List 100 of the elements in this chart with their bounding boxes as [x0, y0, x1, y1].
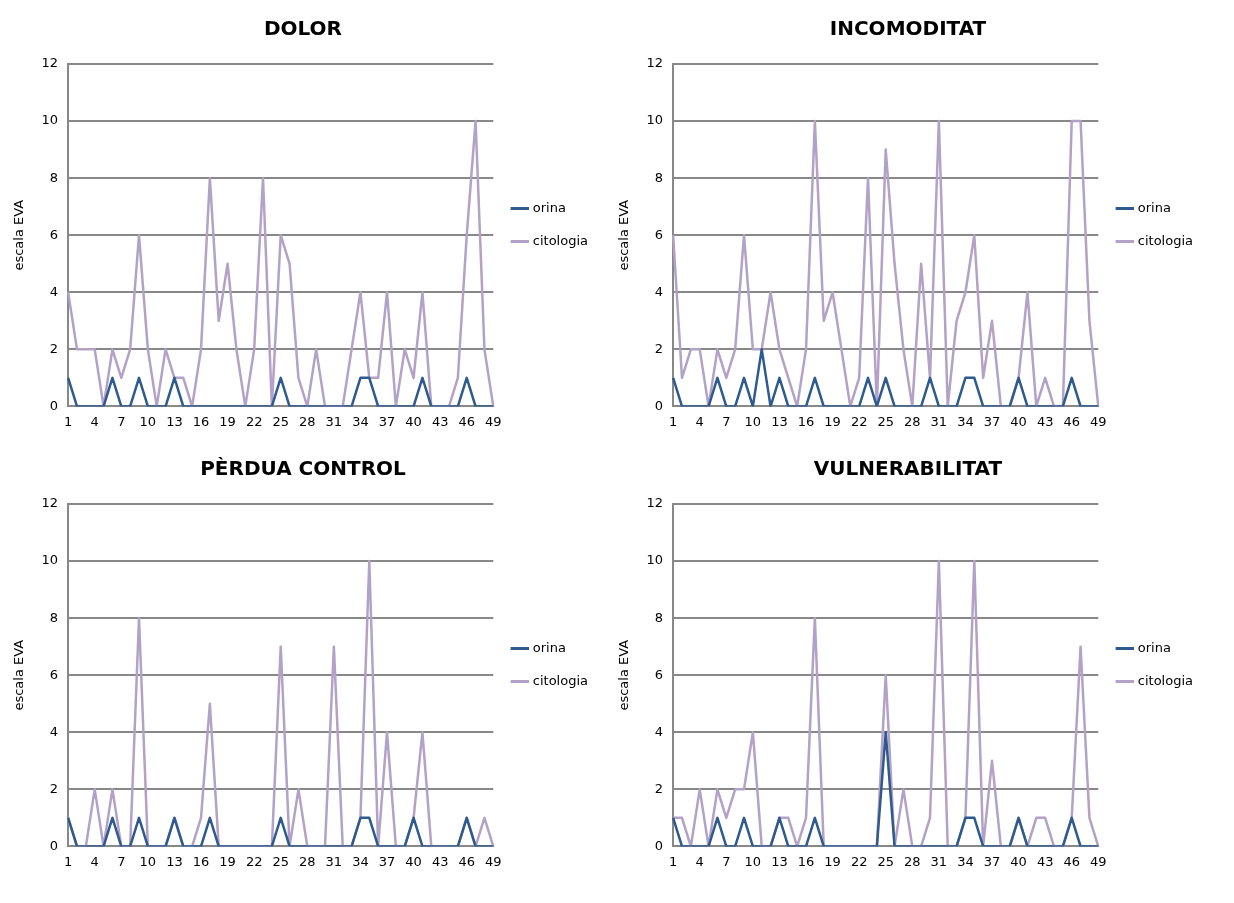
x-tick-label: 46 — [458, 853, 475, 869]
x-tick-label: 16 — [797, 413, 815, 429]
x-tick-label: 28 — [904, 853, 921, 869]
x-tick-label: 25 — [272, 413, 289, 429]
x-tick-label: 31 — [930, 853, 948, 869]
x-tick-label: 19 — [219, 853, 236, 869]
y-tick-label: 8 — [49, 169, 59, 185]
legend-label: orina — [532, 199, 566, 215]
legend-label: orina — [1137, 639, 1171, 655]
x-tick-label: 22 — [850, 413, 868, 429]
y-tick-label: 10 — [646, 552, 664, 568]
x-tick-label: 13 — [771, 413, 788, 429]
x-tick-label: 37 — [378, 853, 396, 869]
x-tick-label: 10 — [139, 413, 157, 429]
x-tick-label: 4 — [90, 853, 99, 869]
y-tick-label: 4 — [654, 723, 664, 739]
x-tick-label: 46 — [458, 413, 475, 429]
x-tick-label: 7 — [722, 853, 731, 869]
y-tick-label: 2 — [654, 780, 664, 796]
x-tick-label: 31 — [325, 413, 343, 429]
x-tick-label: 40 — [1010, 853, 1027, 869]
x-tick-label: 7 — [117, 413, 126, 429]
x-tick-label: 34 — [352, 853, 369, 869]
y-tick-label: 4 — [49, 283, 59, 299]
x-tick-label: 25 — [877, 413, 894, 429]
y-tick-label: 2 — [49, 780, 59, 796]
y-tick-label: 6 — [654, 666, 664, 682]
y-axis-title: escala EVA — [11, 639, 27, 711]
y-tick-label: 0 — [49, 397, 59, 413]
x-tick-label: 49 — [1090, 853, 1107, 869]
x-tick-label: 13 — [166, 413, 183, 429]
y-tick-label: 0 — [654, 397, 664, 413]
x-tick-label: 1 — [669, 853, 678, 869]
x-tick-label: 1 — [64, 413, 73, 429]
x-tick-label: 4 — [695, 853, 704, 869]
legend-label: orina — [1137, 199, 1171, 215]
y-tick-label: 6 — [654, 226, 664, 242]
legend-label: citologia — [1137, 232, 1194, 248]
y-tick-label: 8 — [654, 169, 664, 185]
x-tick-label: 7 — [722, 413, 731, 429]
x-tick-label: 40 — [1010, 413, 1027, 429]
x-tick-label: 37 — [983, 853, 1001, 869]
y-tick-label: 8 — [49, 609, 59, 625]
x-tick-label: 43 — [1036, 413, 1054, 429]
x-tick-label: 22 — [850, 853, 868, 869]
y-tick-label: 4 — [654, 283, 664, 299]
x-tick-label: 16 — [192, 413, 210, 429]
x-tick-label: 31 — [325, 853, 343, 869]
chart-title: INCOMODITAT — [829, 16, 987, 41]
x-tick-label: 1 — [64, 853, 73, 869]
x-tick-label: 37 — [983, 413, 1001, 429]
x-tick-label: 19 — [824, 413, 841, 429]
x-tick-label: 34 — [957, 853, 974, 869]
y-tick-label: 8 — [654, 609, 664, 625]
x-tick-label: 16 — [797, 853, 815, 869]
legend-label: citologia — [532, 232, 589, 248]
x-tick-label: 49 — [1090, 413, 1107, 429]
y-tick-label: 10 — [41, 552, 59, 568]
legend-label: orina — [532, 639, 566, 655]
x-tick-label: 4 — [90, 413, 99, 429]
chart-title: PÈRDUA CONTROL — [200, 456, 407, 481]
y-tick-label: 0 — [654, 837, 664, 853]
x-tick-label: 46 — [1063, 413, 1080, 429]
legend-label: citologia — [532, 672, 589, 688]
x-tick-label: 34 — [957, 413, 974, 429]
x-tick-label: 10 — [744, 853, 762, 869]
x-tick-label: 37 — [378, 413, 396, 429]
x-tick-label: 13 — [166, 853, 183, 869]
y-tick-label: 4 — [49, 723, 59, 739]
x-tick-label: 49 — [485, 413, 502, 429]
x-tick-label: 31 — [930, 413, 948, 429]
x-tick-label: 25 — [272, 853, 289, 869]
y-tick-label: 12 — [646, 55, 664, 71]
y-tick-label: 6 — [49, 226, 59, 242]
y-tick-label: 12 — [41, 55, 59, 71]
x-tick-label: 19 — [824, 853, 841, 869]
y-axis-title: escala EVA — [11, 199, 27, 271]
x-tick-label: 40 — [405, 413, 422, 429]
y-axis-title: escala EVA — [616, 199, 632, 271]
y-tick-label: 10 — [646, 112, 664, 128]
x-tick-label: 25 — [877, 853, 894, 869]
y-tick-label: 0 — [49, 837, 59, 853]
y-tick-label: 6 — [49, 666, 59, 682]
chart-title: DOLOR — [263, 16, 343, 41]
chart-title: VULNERABILITAT — [813, 456, 1003, 481]
y-tick-label: 12 — [646, 495, 664, 511]
x-tick-label: 43 — [1036, 853, 1054, 869]
x-tick-label: 16 — [192, 853, 210, 869]
x-tick-label: 49 — [485, 853, 502, 869]
x-tick-label: 43 — [431, 853, 449, 869]
x-tick-label: 22 — [245, 853, 263, 869]
x-tick-label: 40 — [405, 853, 422, 869]
x-tick-label: 1 — [669, 413, 678, 429]
y-axis-title: escala EVA — [616, 639, 632, 711]
x-tick-label: 28 — [904, 413, 921, 429]
x-tick-label: 34 — [352, 413, 369, 429]
x-tick-label: 10 — [139, 853, 157, 869]
x-tick-label: 13 — [771, 853, 788, 869]
y-tick-label: 2 — [49, 340, 59, 356]
y-tick-label: 10 — [41, 112, 59, 128]
